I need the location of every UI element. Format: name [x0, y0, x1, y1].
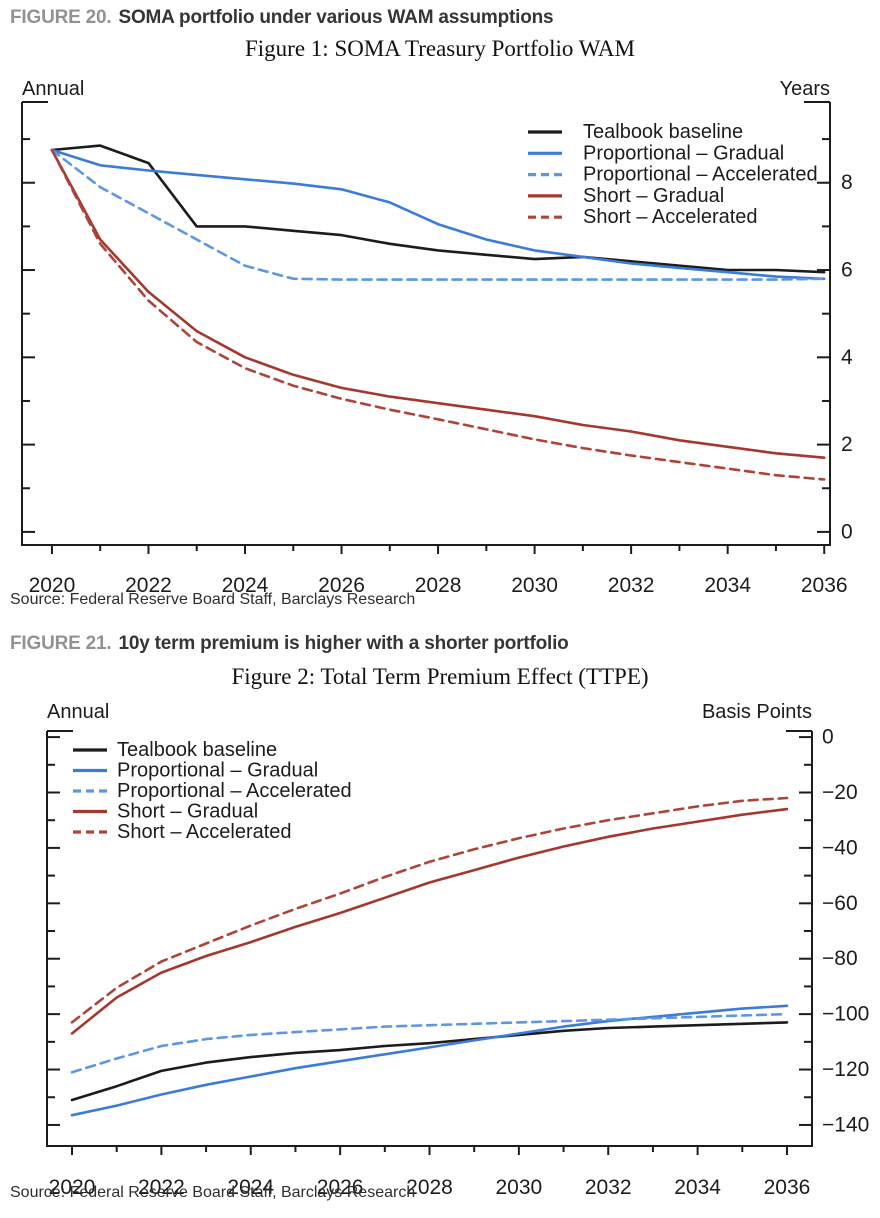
chart1-source: Source: Federal Reserve Board Staff, Bar…	[10, 591, 416, 608]
x-tick-label: 2026	[318, 574, 365, 597]
figure2-chart: 0 −20 −40 −60 −80 −100 −120 −140 2020 2022 2024 202…	[46, 701, 869, 1199]
y-tick-label: 2	[841, 433, 853, 456]
series-line	[50, 148, 826, 459]
y-tick-label: −80	[822, 947, 858, 970]
figure1-chart: 0 2 4 6 8 2020 2022 2024 2026 2028 2030 2032 2034 203…	[21, 78, 853, 597]
x-tick-label: 2024	[227, 1176, 274, 1199]
left-axis-label: Annual	[47, 701, 109, 723]
figure21-headline: 10y term premium is higher with a shorte…	[118, 633, 569, 654]
y-tick-label: 4	[841, 346, 853, 369]
y-tick-label: 0	[841, 520, 853, 543]
right-axis-label: Years	[780, 78, 830, 100]
y-tick-label: 8	[841, 171, 853, 194]
series-line	[50, 148, 826, 481]
y-tick-label: 0	[822, 726, 834, 749]
series-line	[70, 807, 789, 1035]
y-tick-label: −100	[822, 1003, 869, 1026]
figure21-heading: FIGURE 21. 10y term premium is higher wit…	[10, 633, 569, 655]
x-tick-label: 2034	[704, 574, 751, 597]
x-tick-label: 2020	[49, 1176, 96, 1199]
legend-label: Tealbook baseline	[583, 121, 743, 143]
x-tick-label: 2022	[125, 574, 172, 597]
figure21-kicker: FIGURE 21.	[10, 633, 112, 654]
x-tick-label: 2024	[222, 574, 269, 597]
x-tick-label: 2034	[674, 1176, 721, 1199]
y-tick-label: −120	[822, 1058, 869, 1081]
legend-label: Short – Gradual	[117, 801, 258, 823]
chart2-title: Figure 2: Total Term Premium Effect (TTP…	[231, 664, 649, 689]
legend-label: Short – Gradual	[583, 185, 724, 207]
y-tick-label: −40	[822, 836, 858, 859]
series-line	[70, 1004, 789, 1117]
legend-label: Proportional – Gradual	[583, 142, 784, 164]
y-tick-label: −60	[822, 892, 858, 915]
x-tick-label: 2030	[511, 574, 558, 597]
y-tick-label: −20	[822, 781, 858, 804]
figure20-heading: FIGURE 20. SOMA portfolio under various W…	[10, 7, 554, 29]
x-tick-label: 2022	[138, 1176, 185, 1199]
series-line	[50, 148, 826, 281]
series-line	[70, 796, 789, 1024]
y-tick-label: 6	[841, 259, 853, 282]
series-line	[50, 148, 826, 281]
x-tick-label: 2032	[608, 574, 655, 597]
x-tick-label: 2020	[29, 574, 76, 597]
figure20-kicker: FIGURE 20.	[10, 7, 112, 28]
x-tick-label: 2036	[764, 1176, 811, 1199]
x-tick-label: 2028	[406, 1176, 453, 1199]
x-tick-label: 2028	[415, 574, 462, 597]
left-axis-label: Annual	[22, 78, 84, 100]
x-tick-label: 2032	[585, 1176, 632, 1199]
legend-label: Short – Accelerated	[583, 206, 758, 228]
right-axis-label: Basis Points	[702, 701, 812, 723]
y-tick-label: −140	[822, 1113, 869, 1136]
figure20-headline: SOMA portfolio under various WAM assumpt…	[118, 7, 554, 28]
series-line	[70, 1012, 789, 1074]
series-line	[50, 144, 826, 274]
x-tick-label: 2030	[496, 1176, 543, 1199]
x-tick-label: 2036	[801, 574, 848, 597]
series-line	[70, 1021, 789, 1102]
legend-label: Proportional – Accelerated	[583, 164, 818, 186]
x-tick-label: 2026	[317, 1176, 364, 1199]
legend-label: Tealbook baseline	[117, 739, 277, 761]
legend-label: Proportional – Gradual	[117, 760, 318, 782]
chart2-source: Source: Federal Reserve Board Staff, Bar…	[10, 1184, 416, 1201]
legend-label: Short – Accelerated	[117, 821, 292, 843]
legend-label: Proportional – Accelerated	[117, 780, 352, 802]
chart1-title: Figure 1: SOMA Treasury Portfolio WAM	[245, 36, 635, 61]
